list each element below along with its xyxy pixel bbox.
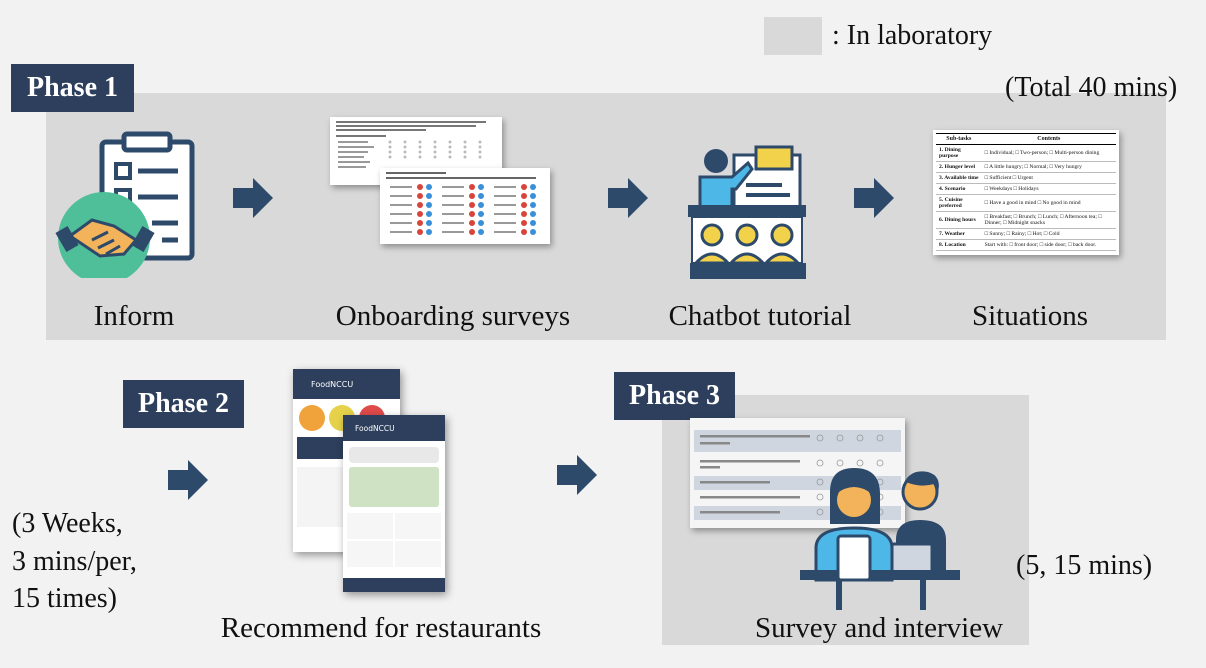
arrow-right-icon — [854, 178, 894, 218]
menu-item[interactable] — [347, 541, 393, 567]
situations-cell: 3. Available time — [936, 172, 982, 184]
situations-cell: 1. Dining purpose — [936, 144, 982, 162]
phase3-title: Phase 3 — [614, 372, 735, 420]
phase2-title: Phase 2 — [123, 380, 244, 428]
legend-swatch — [764, 17, 822, 55]
step-situations-label: Situations — [971, 300, 1088, 332]
arrow-right-icon — [557, 455, 597, 495]
step-chatbot-tutorial-label: Chatbot tutorial — [668, 300, 852, 332]
situations-cell: □ Individual; □ Two-person; □ Multi-pers… — [981, 144, 1116, 162]
situations-header-subtasks: Sub-tasks — [936, 133, 982, 145]
step-survey-interview-label: Survey and interview — [754, 612, 1004, 644]
food-icon — [299, 405, 325, 431]
table-row: 1. Dining purpose □ Individual; □ Two-per… — [936, 144, 1116, 162]
phase2-duration-line3: 15 times) — [12, 583, 117, 614]
table-row: 5. Cuisine preferred □ Have a good in min… — [936, 194, 1116, 212]
arrow-right-icon — [608, 178, 648, 218]
situations-cell: □ Weekdays □ Holidays — [981, 183, 1116, 195]
legend-text: : In laboratory — [832, 20, 993, 51]
menu-item[interactable] — [395, 541, 441, 567]
presentation-icon — [688, 145, 806, 279]
table-row: 8. Location Start with: □ front door; □ s… — [936, 239, 1116, 251]
table-row: 3. Available time □ Sufficient □ Urgent — [936, 172, 1116, 184]
step-inform-label: Inform — [93, 300, 175, 332]
chat-bubble — [349, 447, 439, 463]
app-name: FoodNCCU — [355, 423, 395, 433]
menu-item[interactable] — [347, 513, 393, 539]
step-recommend-label: Recommend for restaurants — [220, 612, 542, 644]
app-header: FoodNCCU — [343, 415, 445, 441]
app-footer — [343, 578, 445, 592]
situations-header-contents: Contents — [981, 133, 1116, 145]
handshake-form-icon — [55, 131, 195, 278]
menu-grid — [347, 513, 441, 567]
situations-cell: 7. Weather — [936, 228, 982, 240]
phase1-duration: (Total 40 mins) — [1005, 72, 1178, 103]
app-name: FoodNCCU — [311, 379, 354, 389]
chatbot-phone-screenshot-front: FoodNCCU — [343, 415, 445, 592]
phase2-duration-line2: 3 mins/per, — [12, 546, 137, 577]
situations-table-icon: Sub-tasks Contents 1. Dining purpose □ In… — [933, 130, 1119, 255]
table-row: 7. Weather □ Sunny; □ Rainy; □ Hot; □ Col… — [936, 228, 1116, 240]
situations-cell: Start with: □ front door; □ side door; □… — [981, 239, 1116, 251]
table-row: 6. Dining hours □ Breakfast; □ Brunch; □ … — [936, 211, 1116, 229]
arrow-right-icon — [168, 460, 208, 500]
app-header: FoodNCCU — [293, 369, 400, 399]
situations-cell: □ Sufficient □ Urgent — [981, 172, 1116, 184]
survey-document-2-icon — [380, 168, 550, 244]
interview-icon — [800, 468, 960, 610]
phase1-title: Phase 1 — [11, 64, 134, 112]
menu-item[interactable] — [395, 513, 441, 539]
situations-cell: 4. Scenario — [936, 183, 982, 195]
situations-cell: 6. Dining hours — [936, 211, 982, 229]
phase2-duration-line1: (3 Weeks, — [12, 508, 123, 539]
situations-cell: □ Breakfast; □ Brunch; □ Lunch; □ Aftern… — [981, 211, 1116, 229]
situations-cell: 5. Cuisine preferred — [936, 194, 982, 212]
situations-cell: □ A little hungry; □ Normal; □ Very hung… — [981, 161, 1116, 173]
situations-cell: □ Sunny; □ Rainy; □ Hot; □ Cold — [981, 228, 1116, 240]
situations-cell: 2. Hunger level — [936, 161, 982, 173]
table-row: 2. Hunger level □ A little hungry; □ Norm… — [936, 161, 1116, 173]
phase3-duration: (5, 15 mins) — [1016, 550, 1153, 581]
situations-cell: □ Have a good in mind □ No good in mind — [981, 194, 1116, 212]
map-thumbnail — [349, 467, 439, 507]
arrow-right-icon — [233, 178, 273, 218]
step-onboarding-label: Onboarding surveys — [335, 300, 571, 332]
situations-table: Sub-tasks Contents 1. Dining purpose □ In… — [936, 133, 1116, 251]
situations-cell: 8. Location — [936, 239, 982, 251]
table-row: 4. Scenario □ Weekdays □ Holidays — [936, 183, 1116, 195]
